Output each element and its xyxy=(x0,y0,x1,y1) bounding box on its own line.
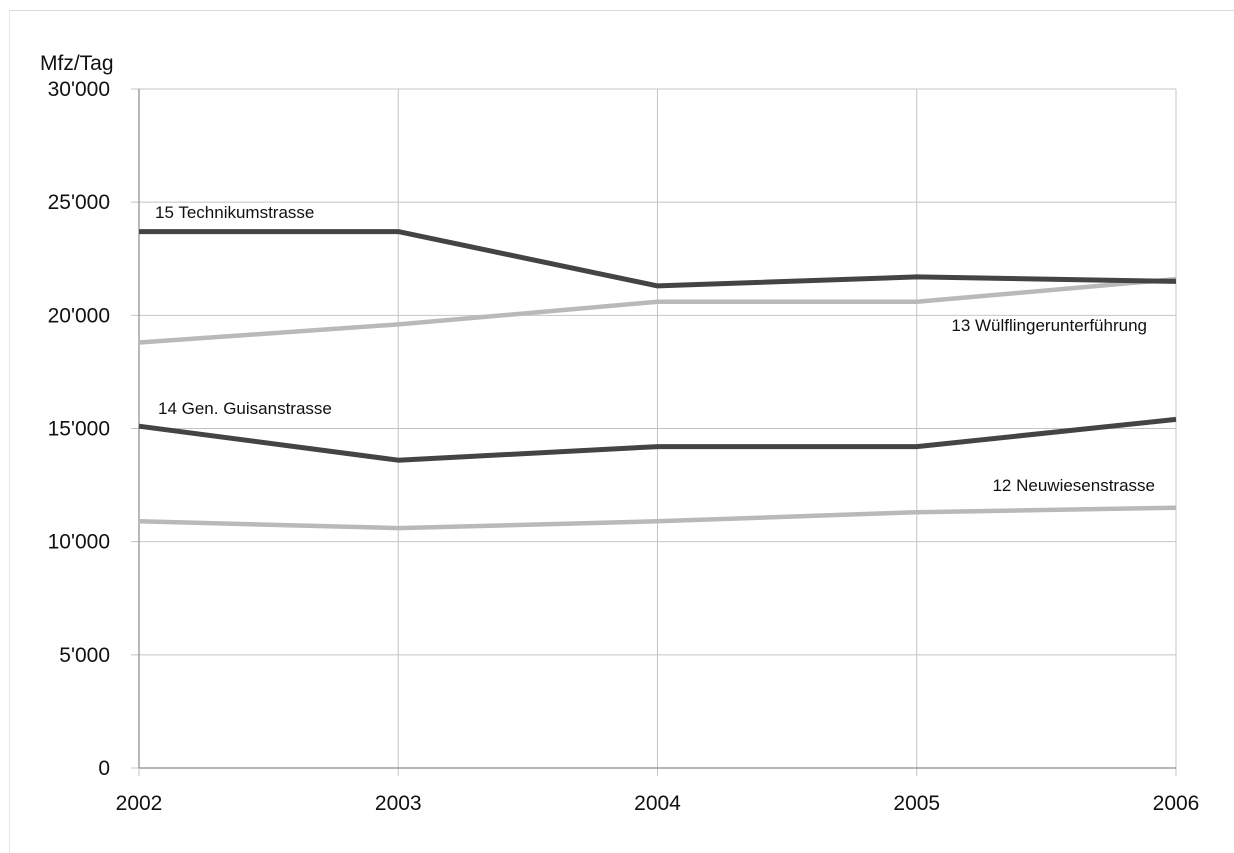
x-tick-label: 2005 xyxy=(893,792,940,815)
axes: 0 5'000 10'000 15'000 20'000 25'000 30'000 2002… xyxy=(48,78,1200,815)
y-tick-label: 30'000 xyxy=(48,78,110,101)
y-axis-unit: Mfz/Tag xyxy=(40,52,114,75)
x-tick-label: 2002 xyxy=(116,792,163,815)
y-tick-label: 20'000 xyxy=(48,304,110,327)
series-group xyxy=(138,229,1177,531)
x-tick-label: 2006 xyxy=(1153,792,1200,815)
x-tick-label: 2003 xyxy=(375,792,422,815)
series-label: 12 Neuwiesenstrasse xyxy=(992,476,1155,495)
series-line xyxy=(138,416,1177,463)
y-tick-label: 25'000 xyxy=(48,191,110,214)
series-label: 15 Technikumstrasse xyxy=(155,203,314,222)
x-tick-label: 2004 xyxy=(634,792,681,815)
y-tick-label: 0 xyxy=(98,757,110,780)
y-tick-label: 10'000 xyxy=(48,531,110,554)
y-tick-label: 5'000 xyxy=(59,644,110,667)
y-tick-label: 15'000 xyxy=(48,418,110,441)
series-label: 13 Wülflingerunterführung xyxy=(951,316,1147,335)
series-label: 14 Gen. Guisanstrasse xyxy=(158,399,332,418)
series-line xyxy=(138,276,1177,345)
series-line xyxy=(138,505,1177,531)
chart-frame xyxy=(9,10,1234,853)
series-labels: 15 Technikumstrasse 13 Wülflingerunterfüh… xyxy=(155,203,1155,495)
series-line xyxy=(139,229,1177,289)
grid xyxy=(131,88,1177,776)
